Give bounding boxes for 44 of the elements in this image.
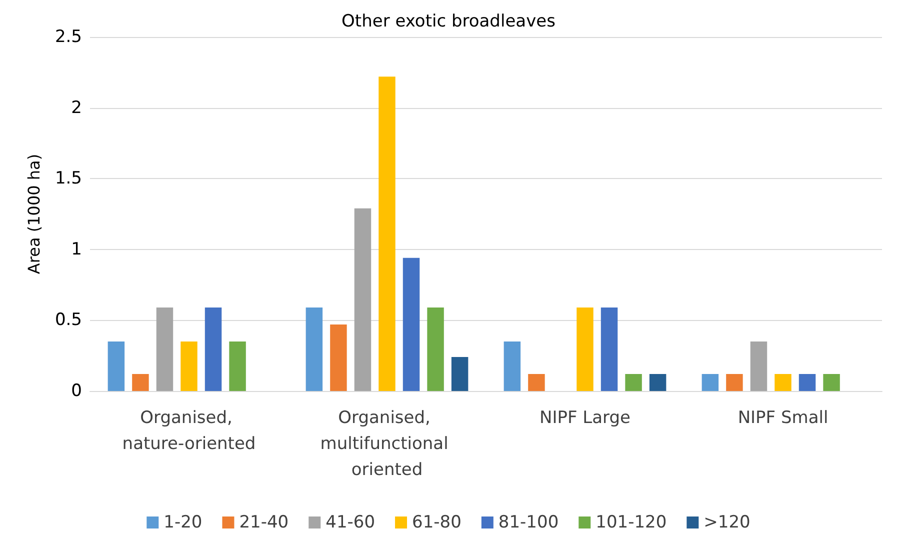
y-axis-title: Area (1000 ha) <box>24 154 44 274</box>
bar <box>427 307 444 391</box>
bar <box>528 374 545 391</box>
legend-label: 41-60 <box>326 512 376 532</box>
bar <box>180 341 198 391</box>
bar <box>108 341 125 391</box>
legend-label: 101-120 <box>596 512 667 532</box>
bar <box>132 374 149 391</box>
x-tick-label: NIPF Large <box>540 408 630 428</box>
y-tick-label: 0.5 <box>54 310 82 330</box>
y-tick-label: 2 <box>71 98 82 118</box>
bar <box>750 341 768 391</box>
legend-label: 81-100 <box>498 512 559 532</box>
bar <box>378 76 396 391</box>
bar <box>702 374 719 391</box>
bar <box>798 374 816 391</box>
bar <box>504 341 521 391</box>
legend-label: 61-80 <box>412 512 462 532</box>
bar <box>649 374 666 391</box>
y-tick-label: 0 <box>71 381 82 401</box>
bar <box>625 374 642 391</box>
bar <box>726 374 743 391</box>
bar <box>402 258 420 391</box>
x-tick-label: NIPF Small <box>738 408 828 428</box>
bar <box>354 208 372 391</box>
legend-label: 21-40 <box>239 512 289 532</box>
chart-title: Other exotic broadleaves <box>342 12 556 32</box>
x-tick-label: Organised, nature-oriented <box>122 408 256 454</box>
bar <box>451 357 468 391</box>
legend-label: >120 <box>704 512 750 532</box>
y-tick-label: 2.5 <box>54 27 82 47</box>
x-tick-label: Organised, multifunctional oriented <box>320 408 454 480</box>
bar <box>204 307 222 391</box>
y-tick-label: 1.5 <box>54 168 82 189</box>
bar <box>306 307 323 391</box>
bar <box>330 324 347 391</box>
legend-label: 1-20 <box>164 512 202 532</box>
y-tick-label: 1 <box>71 239 82 260</box>
bar <box>600 307 618 391</box>
bar <box>229 341 246 391</box>
bar <box>774 374 792 391</box>
bar <box>576 307 594 391</box>
bar <box>823 374 840 391</box>
bar <box>156 307 174 391</box>
